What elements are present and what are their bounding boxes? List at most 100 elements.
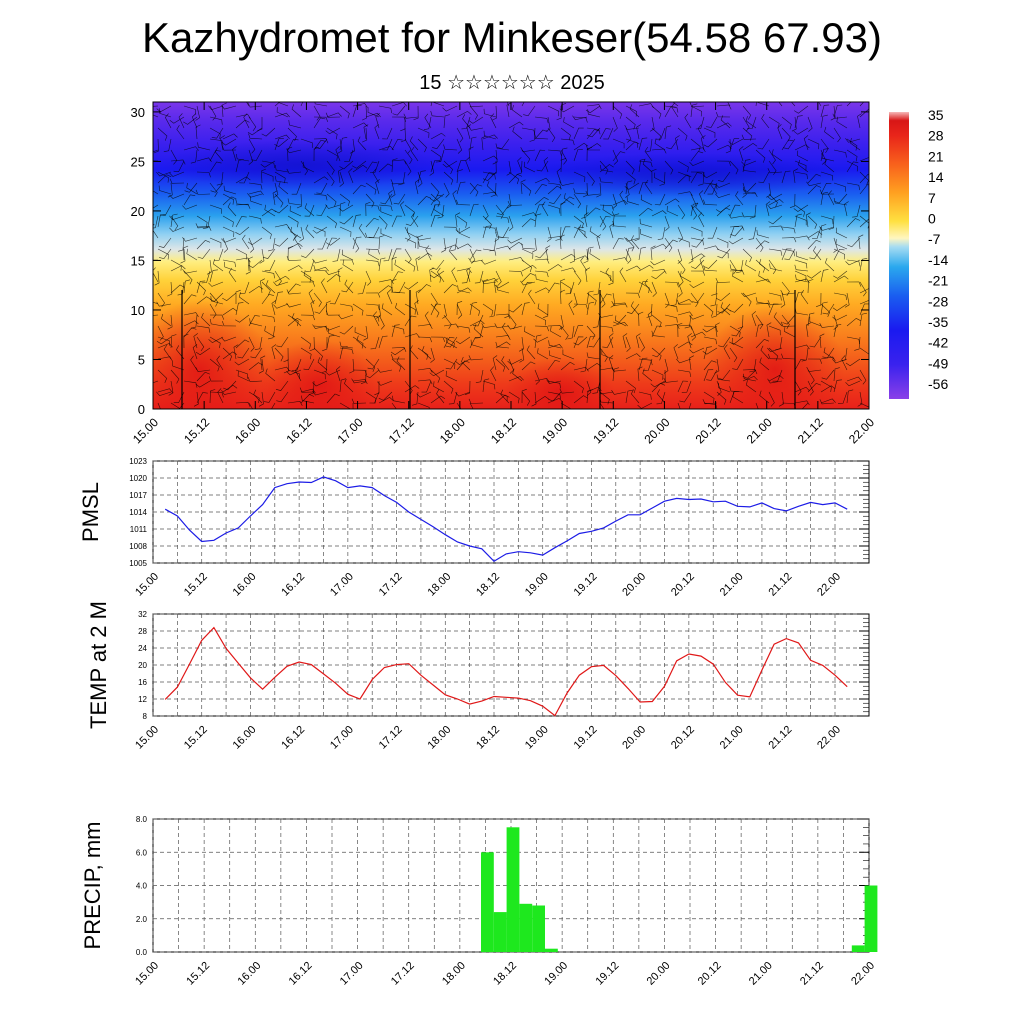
wind-barb [807,185,822,195]
wind-barb [368,249,380,261]
wind-barb [339,402,351,409]
wind-barb [157,402,161,409]
pmsl-y-tick-label: 1011 [130,525,148,534]
wind-barb [717,369,731,380]
wind-barb [325,300,331,316]
wind-barb [638,207,653,217]
warm-region [705,305,845,409]
wind-barb [167,281,173,297]
wind-barb [412,391,419,406]
wind-barb [809,316,822,327]
wind-barb [450,237,458,252]
wind-barb [352,184,366,195]
wind-barb [833,248,846,260]
wind-barb [822,303,835,315]
wind-barb [404,204,415,218]
wind-barb [221,145,237,151]
wind-barb [411,212,419,228]
wind-barb [612,151,626,162]
wind-barb [664,314,678,323]
wind-barb [612,200,628,206]
heatmap-y-tick-label: 25 [131,154,145,169]
wind-barb [718,171,731,183]
heatmap-x-tick-label: 20.12 [693,415,724,446]
wind-barb [742,159,751,173]
wind-barb [274,138,284,151]
wind-barb [313,264,328,272]
wind-barb [153,380,159,384]
heatmap-x-tick-label: 17.00 [335,415,366,446]
wind-barb [507,200,523,206]
wind-barb [638,158,646,173]
wind-barb [209,318,224,327]
wind-barb [612,257,628,262]
wind-barb [249,318,263,327]
wind-barb [654,138,666,151]
colorbar-label: 7 [928,190,936,206]
wind-barb [547,344,563,349]
wind-barb [238,292,250,305]
wind-barb [443,114,450,129]
wind-barb [490,113,497,129]
wind-barb [235,257,251,263]
pmsl-x-tick-label: 15.12 [182,571,210,599]
wind-barb [157,127,168,141]
wind-barb [274,347,284,362]
wind-barb [759,258,770,272]
colorbar-scale [889,112,909,399]
temp-y-tick-label: 16 [138,678,147,687]
wind-barb [435,149,445,163]
wind-barb [301,281,316,287]
wind-barb [290,226,302,239]
wind-barb [264,259,276,272]
wind-barb [768,199,784,206]
wind-barb [378,257,386,272]
wind-barb [703,199,718,206]
wind-barb [349,358,355,374]
wind-barb [702,399,718,405]
wind-barb [844,201,849,217]
wind-barb [794,380,802,396]
wind-barb [391,158,398,173]
wind-barb [644,179,653,195]
cold-region [160,140,440,190]
temp-x-tick-label: 17.00 [328,724,356,752]
wind-barb [273,281,289,287]
wind-barb [560,149,568,165]
wind-barb [818,102,822,107]
wind-barb [677,281,683,297]
wind-barb [235,199,250,206]
wind-barb [183,327,197,338]
wind-barb [729,160,739,175]
wind-barb [400,201,406,217]
wind-barb [714,358,720,374]
wind-barb [472,314,484,327]
wind-barb [833,149,847,158]
wind-barb [468,116,484,124]
wind-barb [612,116,618,132]
wind-barb [456,138,463,154]
wind-barb [651,281,657,297]
heatmap-x-tick-label: 17.12 [386,415,417,446]
wind-barb [670,292,679,307]
wind-barb [742,165,757,173]
wind-barb [190,355,198,371]
wind-barb [677,160,689,172]
wind-barb [651,168,657,184]
pmsl-x-tick-label: 16.12 [279,571,307,599]
heatmap-x-tick-label: 20.00 [641,415,672,446]
wind-barb [173,160,185,173]
wind-barb [793,127,809,135]
wind-barb [547,359,560,371]
wind-barb [529,127,536,142]
wind-barb [651,325,662,338]
wind-barb [703,259,718,269]
wind-barb [221,390,237,395]
wind-barb [169,116,185,124]
wind-barb [261,208,277,217]
wind-barb [378,163,393,173]
wind-barb [287,265,303,272]
wind-barb [325,112,341,118]
heatmap-x-tick-label: 19.12 [590,415,621,446]
wind-barb [433,204,445,217]
